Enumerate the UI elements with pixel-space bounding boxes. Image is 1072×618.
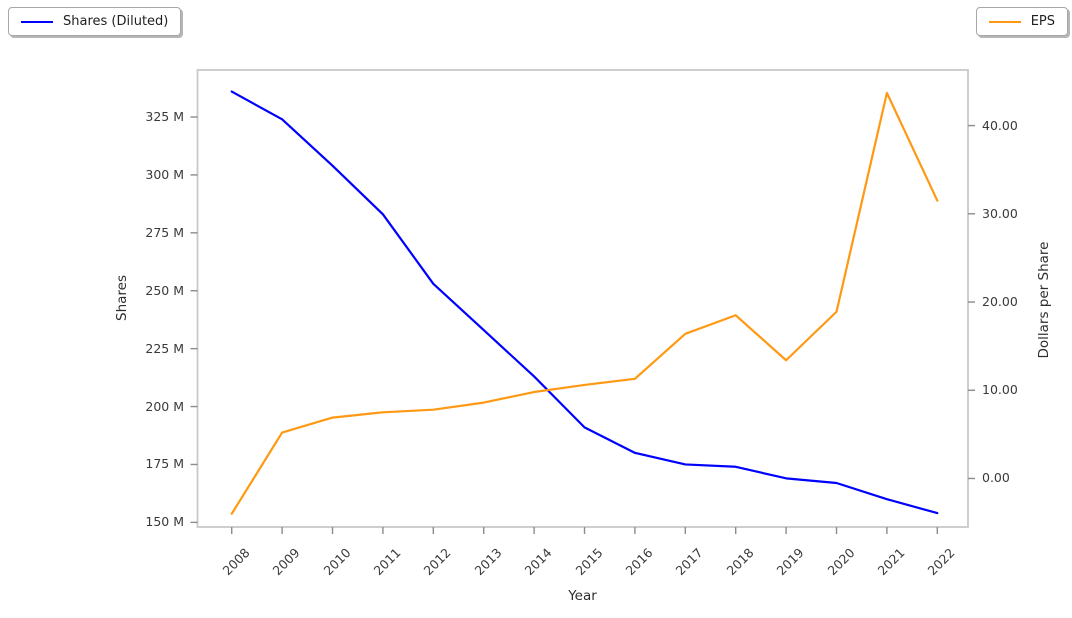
shares-line-swatch [21, 20, 53, 23]
y-left-tick-label: 250 M [145, 282, 184, 298]
y-right-tick-label: 40.00 [982, 117, 1018, 133]
y-left-tick-label: 300 M [145, 166, 184, 182]
y-right-tick-label: 0.00 [982, 470, 1010, 486]
y-right-tick-label: 10.00 [982, 382, 1018, 398]
y-left-tick-label: 225 M [145, 340, 184, 356]
legend-eps-label: EPS [1030, 14, 1055, 29]
series-line-eps[interactable] [230, 91, 939, 515]
legend-shares[interactable]: Shares (Diluted) [8, 7, 182, 36]
plot-border [196, 69, 969, 528]
y-left-tick-label: 200 M [145, 398, 184, 414]
legend-eps[interactable]: EPS [975, 7, 1068, 36]
x-axis-label: Year [568, 588, 597, 604]
y-right-tick-label: 20.00 [982, 294, 1018, 310]
y-left-tick-label: 175 M [145, 456, 184, 472]
legend-shares-label: Shares (Diluted) [63, 14, 169, 29]
y-left-tick-label: 150 M [145, 514, 184, 530]
eps-line-swatch [988, 20, 1021, 23]
y-left-tick-label: 325 M [145, 109, 184, 125]
series-line-shares-diluted[interactable] [230, 90, 939, 515]
y-left-tick-label: 275 M [145, 224, 184, 240]
y-right-tick-label: 30.00 [982, 205, 1018, 221]
